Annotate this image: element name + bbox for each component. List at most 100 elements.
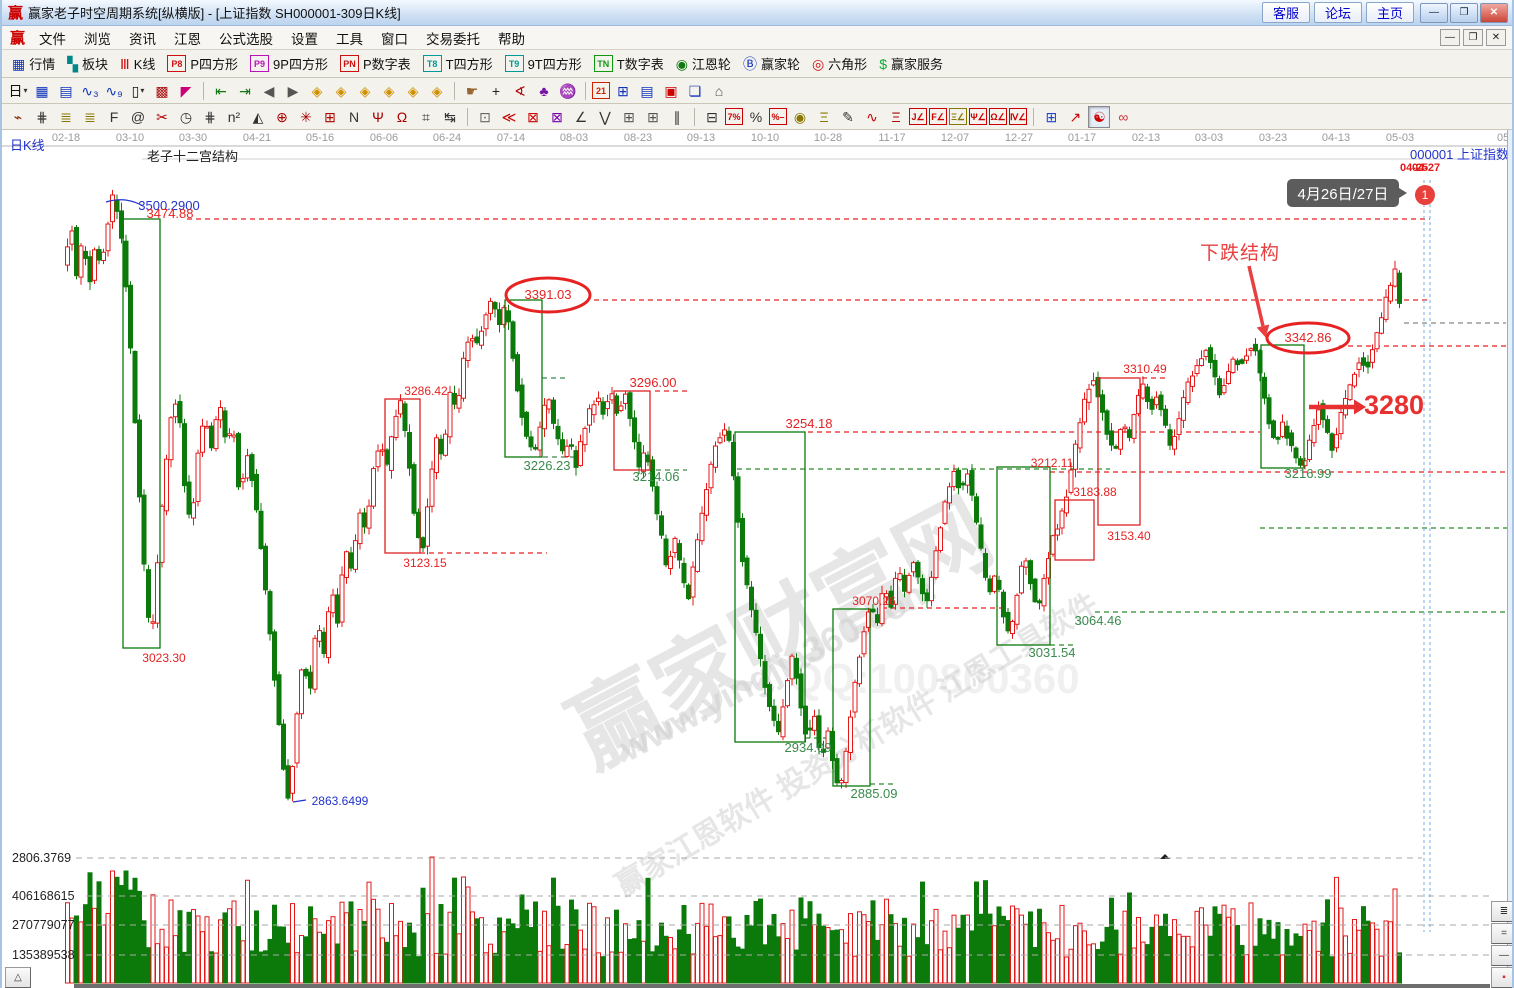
infinity-icon[interactable]: ∞ bbox=[1118, 108, 1129, 125]
toolbar-item-t-square[interactable]: T8 T四方形 bbox=[417, 52, 499, 75]
symbol-name[interactable]: 上证指数 bbox=[1457, 147, 1510, 162]
brush-candle-icon[interactable]: ✎ bbox=[842, 108, 854, 125]
toolbar-item-winner-wheel[interactable]: Ⓑ 赢家轮 bbox=[737, 52, 806, 75]
pane-indicator-button[interactable]: ▪ bbox=[1491, 967, 1512, 988]
spiral-icon[interactable]: @ bbox=[130, 108, 146, 125]
pattern-tool-icon[interactable]: ♒ bbox=[559, 82, 577, 99]
candle-style-dropdown[interactable]: ▯ ▾ bbox=[131, 82, 145, 99]
toolbar-item-kline[interactable]: Ⅲ K线 bbox=[114, 52, 161, 75]
gann-fan-icon[interactable]: ≪ bbox=[501, 108, 517, 125]
fan-box-icon[interactable]: ⊠ bbox=[527, 108, 539, 125]
period-label[interactable]: 日K线 bbox=[10, 138, 45, 153]
gold-three-icon[interactable]: Ξ bbox=[891, 108, 901, 125]
minimize-button[interactable]: — bbox=[1420, 2, 1448, 23]
window-grid-icon[interactable]: ▦ bbox=[35, 82, 49, 99]
god-angle-icon[interactable]: Ψ∠ bbox=[969, 108, 987, 125]
toolbar-item-sector-blocks[interactable]: ▚ 板块 bbox=[61, 52, 114, 75]
pane-layout-2-button[interactable]: = bbox=[1491, 923, 1512, 944]
toolbar-item-p-square[interactable]: P8 P四方形 bbox=[161, 52, 244, 75]
v-lines-icon[interactable]: ⋁ bbox=[599, 108, 611, 125]
homepage-button[interactable]: 主页 bbox=[1365, 2, 1414, 23]
diamond-right-icon[interactable]: ◈ bbox=[335, 82, 347, 99]
hand-tool-icon[interactable]: ☛ bbox=[465, 82, 479, 99]
menu-设置[interactable]: 设置 bbox=[291, 31, 319, 47]
notes-icon[interactable]: ▤ bbox=[640, 82, 654, 99]
mirror-angle-icon[interactable]: ◭ bbox=[252, 108, 264, 125]
angle-lines-icon[interactable]: ∠ bbox=[574, 108, 588, 125]
tools-cart-icon[interactable]: ⌂ bbox=[714, 82, 724, 99]
four-angle-icon[interactable]: Ⅳ∠ bbox=[1009, 108, 1028, 125]
toolbar-item-gann-wheel[interactable]: ◉ 江恩轮 bbox=[670, 52, 737, 75]
forum-button[interactable]: 论坛 bbox=[1313, 2, 1362, 23]
percent-line-icon[interactable]: %– bbox=[769, 108, 787, 125]
f-grid-icon[interactable]: F bbox=[109, 108, 119, 125]
crosshair-icon[interactable]: + bbox=[491, 82, 501, 99]
grid-tool2-icon[interactable]: ⋕ bbox=[204, 108, 216, 125]
grid-box-icon[interactable]: ⊞ bbox=[623, 108, 635, 125]
toolbar-item-t-number-table[interactable]: TN T数字表 bbox=[588, 52, 670, 75]
measure-arrows-icon[interactable]: ↹ bbox=[444, 108, 456, 125]
red-pattern-icon[interactable]: ▩ bbox=[155, 82, 169, 99]
export-globe-icon[interactable]: ❏ bbox=[688, 82, 702, 99]
diamond-star-icon[interactable]: ◈ bbox=[431, 82, 443, 99]
last-bar-icon[interactable]: ⇥ bbox=[239, 82, 251, 99]
color-grid-icon[interactable]: ⊞ bbox=[1045, 108, 1058, 125]
menu-公式选股[interactable]: 公式选股 bbox=[219, 31, 274, 47]
restore-button[interactable]: ❐ bbox=[1450, 2, 1478, 23]
next-bar-icon[interactable]: ▶ bbox=[287, 82, 299, 99]
symbol-code[interactable]: 000001 bbox=[1410, 147, 1454, 162]
gold-grid-icon[interactable]: ≣ bbox=[60, 108, 72, 125]
wave3-chart-icon[interactable]: ∿₃ bbox=[81, 82, 99, 99]
star-web-icon[interactable]: ✳ bbox=[300, 108, 312, 125]
menu-浏览[interactable]: 浏览 bbox=[84, 31, 112, 47]
taiji-icon[interactable]: ☯ bbox=[1088, 105, 1111, 128]
grid-tool-icon[interactable]: ⋕ bbox=[36, 108, 48, 125]
percent7-icon[interactable]: 7% bbox=[725, 108, 743, 125]
j-angle-icon[interactable]: J∠ bbox=[909, 108, 927, 125]
toolbar-item-p-number-table[interactable]: PN P数字表 bbox=[334, 52, 417, 75]
prev-bar-icon[interactable]: ◀ bbox=[263, 82, 275, 99]
toolbar-item-t9-square[interactable]: T9 9T四方形 bbox=[499, 52, 588, 75]
menu-江恩[interactable]: 江恩 bbox=[174, 31, 202, 47]
menu-资讯[interactable]: 资讯 bbox=[129, 31, 157, 47]
win-ruler-icon[interactable]: Ω bbox=[396, 108, 408, 125]
ruler-grid-icon[interactable]: ⌗ bbox=[422, 108, 430, 125]
gold-angle-icon[interactable]: Ξ∠ bbox=[949, 108, 967, 125]
cycle-clock-icon[interactable]: ◷ bbox=[179, 108, 193, 125]
fan-box2-icon[interactable]: ⊠ bbox=[551, 108, 563, 125]
gold-grid2-icon[interactable]: ≣ bbox=[84, 108, 96, 125]
parallel-lines-icon[interactable]: ∥ bbox=[673, 108, 681, 125]
menu-窗口[interactable]: 窗口 bbox=[381, 31, 409, 47]
price-scale-icon[interactable]: ⊟ bbox=[706, 108, 718, 125]
detail-list-icon[interactable]: ▤ bbox=[59, 82, 73, 99]
menu-交易委托[interactable]: 交易委托 bbox=[426, 31, 481, 47]
gold-line-icon[interactable]: Ξ bbox=[819, 108, 829, 125]
calendar-21-icon[interactable]: 21 bbox=[592, 82, 610, 99]
n-square-icon[interactable]: n² bbox=[227, 108, 241, 125]
f-angle-icon[interactable]: F∠ bbox=[929, 108, 947, 125]
save-icon[interactable]: ▣ bbox=[664, 82, 678, 99]
diamond-cross-icon[interactable]: ◈ bbox=[407, 82, 419, 99]
web-square-icon[interactable]: ⊞ bbox=[324, 108, 336, 125]
wave-overlay-icon[interactable]: ∿ bbox=[866, 108, 878, 125]
pane-layout-1-button[interactable]: — bbox=[1491, 945, 1512, 966]
pane-layout-3-button[interactable]: ≣ bbox=[1491, 901, 1512, 922]
toolbar-item-p9-square[interactable]: P9 9P四方形 bbox=[244, 52, 334, 75]
first-bar-icon[interactable]: ⇤ bbox=[215, 82, 227, 99]
menu-文件[interactable]: 文件 bbox=[39, 31, 67, 47]
wave9-chart-icon[interactable]: ∿₉ bbox=[105, 82, 123, 99]
trend-arrow-icon[interactable]: ↗ bbox=[1069, 108, 1082, 125]
diamond-left-icon[interactable]: ◈ bbox=[311, 82, 323, 99]
angle-measure-icon[interactable]: ∢ bbox=[514, 82, 526, 99]
child-restore-button[interactable]: ❐ bbox=[1463, 29, 1483, 46]
gold-circle-icon[interactable]: ◉ bbox=[793, 108, 807, 125]
calculator-icon[interactable]: ⊞ bbox=[617, 82, 629, 99]
gann-circle-icon[interactable]: ⊕ bbox=[276, 108, 288, 125]
child-minimize-button[interactable]: — bbox=[1440, 29, 1460, 46]
menu-帮助[interactable]: 帮助 bbox=[498, 31, 526, 47]
expand-pane-button[interactable]: △ bbox=[5, 967, 31, 988]
child-close-button[interactable]: ✕ bbox=[1486, 29, 1506, 46]
wave-mark-icon[interactable]: Ν bbox=[348, 108, 360, 125]
flag-chart-icon[interactable]: ◤ bbox=[180, 82, 192, 99]
knot-tool-icon[interactable]: ♣ bbox=[539, 82, 549, 99]
